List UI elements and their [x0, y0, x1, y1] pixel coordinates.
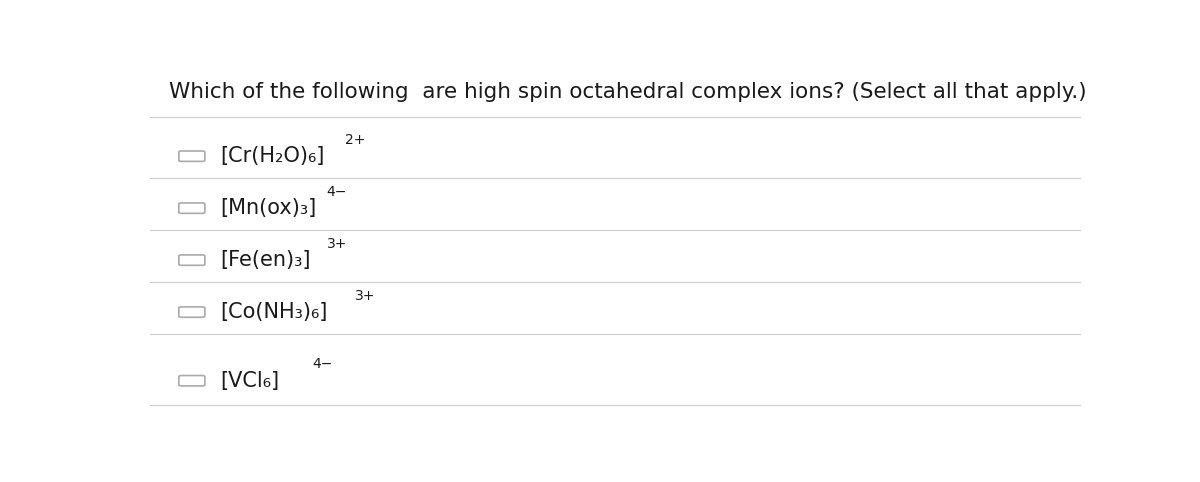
Text: 3+: 3+ — [355, 289, 374, 303]
Text: 3+: 3+ — [326, 237, 347, 251]
Text: 2+: 2+ — [346, 133, 366, 147]
FancyBboxPatch shape — [179, 375, 205, 386]
Text: Which of the following  are high spin octahedral complex ions? (Select all that : Which of the following are high spin oct… — [168, 82, 1086, 102]
FancyBboxPatch shape — [179, 307, 205, 317]
Text: 4−: 4− — [313, 358, 334, 372]
Text: 4−: 4− — [326, 185, 347, 199]
FancyBboxPatch shape — [179, 151, 205, 161]
FancyBboxPatch shape — [179, 203, 205, 214]
Text: [Cr(H₂O)₆]: [Cr(H₂O)₆] — [220, 146, 324, 166]
Text: [Mn(ox)₃]: [Mn(ox)₃] — [220, 198, 316, 218]
Text: [Fe(en)₃]: [Fe(en)₃] — [220, 250, 311, 270]
Text: [VCl₆]: [VCl₆] — [220, 371, 278, 391]
FancyBboxPatch shape — [179, 255, 205, 265]
Text: [Co(NH₃)₆]: [Co(NH₃)₆] — [220, 302, 328, 322]
